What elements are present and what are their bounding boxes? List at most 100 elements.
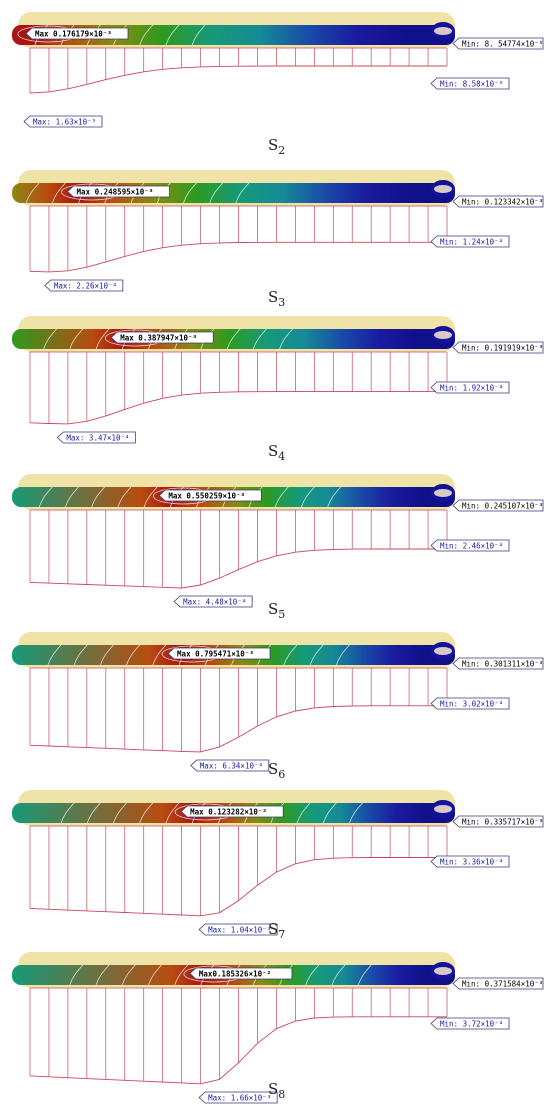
contour-max-label: Max0.185326×10⁻² [199, 970, 271, 979]
contour-line [139, 802, 154, 824]
stage-label: S8 [268, 1080, 285, 1101]
contour-line [65, 486, 79, 508]
profile-max-label: Max: 2.26×10⁻⁴ [54, 282, 117, 291]
contour-max-label-box [158, 489, 262, 502]
profile-max-label-box [173, 595, 253, 608]
contour-line [47, 644, 62, 666]
contour-max-label-box [180, 805, 284, 818]
contour-max-label: Max 0.176179×10⁻³ [35, 30, 112, 39]
profile-outline [29, 548, 447, 589]
contour-line [174, 964, 188, 986]
contour-line [191, 24, 206, 46]
contour-max-label-box [110, 331, 214, 344]
profile-min-label: Min: 3.36×10⁻⁴ [440, 858, 503, 867]
contour-line [100, 644, 114, 666]
profile-max-label: Max: 1.04×10⁻³ [208, 926, 271, 935]
profile-outline [29, 241, 447, 273]
panel-s4: Max 0.387947×10⁻³ Min: 0.191919×10⁻³ Max: … [12, 316, 544, 463]
profile-min-label: Min: 2.46×10⁻⁴ [440, 542, 503, 551]
contour-line [73, 644, 88, 666]
contour-line [305, 964, 320, 986]
contour-line [322, 802, 337, 824]
contour-min-label: Min: 0.335717×10⁻³ [462, 818, 543, 827]
stage-label: S5 [268, 600, 285, 621]
contour-line [126, 644, 140, 666]
contour-line [95, 964, 110, 986]
tube-end-bore [434, 647, 452, 655]
profile-outline [29, 857, 447, 917]
contour-min-label-box [452, 195, 544, 208]
contour-line [274, 486, 289, 508]
contour-line [183, 182, 197, 204]
contour-line [235, 182, 250, 204]
profile-min-label-box [430, 855, 510, 868]
contour-line [117, 486, 132, 508]
profile-max-label-box [56, 431, 136, 444]
contour-line [86, 802, 101, 824]
contour-max-label-box [25, 27, 129, 40]
profile-outline [29, 391, 447, 425]
contour-line [309, 644, 324, 666]
profile-min-label: Min: 3.72×10⁻⁴ [440, 1020, 503, 1029]
profile-min-label-box [430, 235, 510, 248]
profile-max-label: Max: 1.63×10⁻⁵ [33, 118, 96, 127]
profile-max-label-box [198, 1091, 278, 1104]
tube-end-bore [434, 805, 452, 813]
panel-s2: Max 0.176179×10⁻³ Min: 8. 54774×10⁻⁵ Max: … [12, 12, 544, 157]
contour-min-label-box [452, 657, 544, 670]
contour-max-label-box [66, 185, 170, 198]
contour-max-label: Max 0.550259×10⁻³ [168, 492, 245, 501]
contour-min-label: Min: 0.245107×10⁻³ [462, 502, 543, 511]
tube-end-bore [434, 331, 452, 339]
profile-min-label: Min: 8.58×10⁻⁵ [440, 80, 503, 89]
contour-line [60, 802, 75, 824]
contour-line [43, 328, 57, 350]
contour-min-label: Min: 0.301311×10⁻³ [462, 660, 543, 669]
contour-line [252, 328, 267, 350]
contour-line [25, 182, 40, 204]
profile-outline [29, 65, 447, 94]
contour-line [331, 964, 346, 986]
tube-end-bore [434, 27, 452, 35]
contour-min-label-box [452, 977, 544, 990]
contour-max-label: Max 0.795471×10⁻³ [177, 650, 254, 659]
contour-line [301, 486, 315, 508]
panel-s3: Max 0.248595×10⁻³ Min: 0.123342×10⁻³ Max: … [12, 170, 544, 309]
tube-end-bore [434, 185, 452, 193]
tube-end-bore [434, 489, 452, 497]
stage-label: S6 [268, 760, 285, 781]
contour-min-label: Min: 0.191919×10⁻³ [462, 344, 543, 353]
contour-max-label: Max 0.123282×10⁻² [190, 808, 267, 817]
contour-min-label-box [452, 499, 544, 512]
profile-min-label-box [430, 381, 510, 394]
tube-end-bore [434, 967, 452, 975]
profile-max-label-box [198, 923, 278, 936]
contour-max-label-box [189, 967, 293, 980]
contour-line [296, 802, 311, 824]
contour-line [336, 644, 350, 666]
contour-line [69, 328, 84, 350]
profile-max-label-box [23, 115, 103, 128]
profile-max-label: Max: 4.48×10⁻⁴ [183, 598, 246, 607]
contour-line [279, 328, 293, 350]
profile-max-label: Max: 3.47×10⁻⁴ [66, 434, 129, 443]
panel-s6: Max 0.795471×10⁻³ Min: 0.301311×10⁻³ Max: … [12, 632, 544, 781]
profile-min-label: Min: 1.24×10⁻⁴ [440, 238, 503, 247]
profile-max-label: Max: 1.66×10⁻³ [208, 1094, 271, 1103]
contour-max-label: Max 0.387947×10⁻³ [120, 334, 197, 343]
contour-line [165, 24, 180, 46]
contour-max-label: Max 0.248595×10⁻³ [77, 188, 154, 197]
profile-max-label: Max: 6.34×10⁻⁴ [200, 762, 263, 771]
profile-min-label: Min: 1.92×10⁻⁴ [440, 384, 503, 393]
contour-line [143, 486, 158, 508]
contour-line [165, 802, 180, 824]
contour-line [113, 802, 127, 824]
contour-line [69, 964, 84, 986]
contour-min-label-box [452, 37, 544, 50]
contour-line [148, 964, 162, 986]
contour-max-label-box [167, 647, 271, 660]
profile-max-label-box [44, 279, 124, 292]
contour-strip [12, 329, 455, 349]
contour-line [152, 644, 167, 666]
